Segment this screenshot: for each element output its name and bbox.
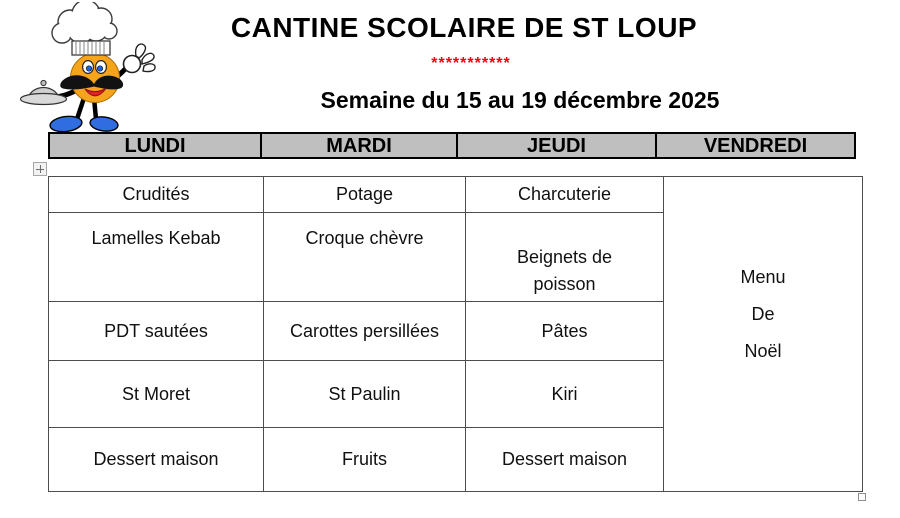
cell-mardi-accompagnement[interactable]: Carottes persillées	[263, 301, 466, 361]
cell-jeudi-accompagnement[interactable]: Pâtes	[465, 301, 664, 361]
table-row: Crudités Potage Charcuterie Menu De Noël	[48, 176, 863, 492]
day-header-vendredi[interactable]: VENDREDI	[703, 134, 808, 157]
table-row: Lamelles Kebab Croque chèvre Beignets de…	[48, 212, 863, 302]
table-resize-handle[interactable]	[858, 493, 866, 501]
cell-lundi-dessert[interactable]: Dessert maison	[48, 427, 264, 492]
mustache-icon	[60, 75, 124, 90]
table-row: St Moret St Paulin Kiri	[48, 360, 863, 428]
cell-jeudi-fromage[interactable]: Kiri	[465, 360, 664, 428]
cell-jeudi-dessert[interactable]: Dessert maison	[465, 427, 664, 492]
cell-jeudi-plat[interactable]: Beignets de poisson	[465, 212, 664, 302]
cell-mardi-fromage[interactable]: St Paulin	[263, 360, 466, 428]
menu-table: Crudités Potage Charcuterie Menu De Noël…	[48, 176, 863, 492]
cell-mardi-plat[interactable]: Croque chèvre	[263, 212, 466, 302]
ok-hand-icon	[122, 43, 156, 74]
cell-mardi-dessert[interactable]: Fruits	[263, 427, 466, 492]
page-title: CANTINE SCOLAIRE DE ST LOUP	[230, 12, 698, 43]
cell-jeudi-entree[interactable]: Charcuterie	[465, 176, 664, 213]
table-row: Dessert maison Fruits Dessert maison	[48, 427, 863, 492]
noel-line-1: Menu	[740, 266, 786, 287]
cell-lundi-plat[interactable]: Lamelles Kebab	[48, 212, 264, 302]
chef-mouth	[84, 88, 107, 97]
noel-line-2: De	[751, 303, 775, 324]
chef-left-leg	[74, 95, 87, 122]
table-row: PDT sautées Carottes persillées Pâtes	[48, 301, 863, 361]
day-header-lundi[interactable]: LUNDI	[50, 134, 262, 157]
chef-shoes	[49, 115, 119, 133]
chef-eyes	[81, 59, 107, 74]
week-subtitle: Semaine du 15 au 19 décembre 2025	[320, 87, 720, 113]
day-header-mardi[interactable]: MARDI	[262, 134, 458, 157]
platter-icon	[19, 79, 68, 106]
table-move-handle-icon[interactable]	[33, 162, 47, 176]
noel-line-3: Noël	[744, 340, 782, 361]
day-header-row: LUNDI MARDI JEUDI VENDREDI	[48, 132, 856, 159]
chef-hat-icon	[51, 2, 118, 56]
cell-lundi-accompagnement[interactable]: PDT sautées	[48, 301, 264, 361]
cell-lundi-entree[interactable]: Crudités	[48, 176, 264, 213]
cell-jeudi-plat-text: Beignets de poisson	[516, 247, 613, 294]
stars-separator: ***********	[431, 55, 511, 72]
cell-vendredi-menu-noel[interactable]: Menu De Noël	[663, 176, 863, 492]
day-header-jeudi[interactable]: JEUDI	[458, 134, 657, 157]
cell-mardi-entree[interactable]: Potage	[263, 176, 466, 213]
cell-lundi-fromage[interactable]: St Moret	[48, 360, 264, 428]
chef-mascot-image	[19, 2, 156, 133]
